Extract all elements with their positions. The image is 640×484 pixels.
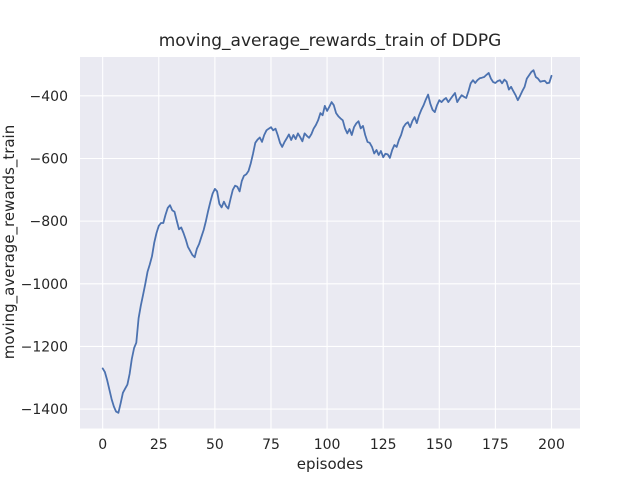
x-tick-label: 150 — [426, 437, 453, 453]
chart-title: moving_average_rewards_train of DDPG — [159, 31, 502, 51]
y-axis-label: moving_average_rewards_train — [0, 125, 19, 359]
y-tick-label: −1400 — [21, 402, 68, 418]
x-tick-label: 200 — [538, 437, 565, 453]
plot-background — [80, 57, 580, 429]
series-line — [101, 69, 553, 414]
x-tick-label: 75 — [262, 437, 280, 453]
tick-labels: 0 25 50 75 100 125 150 175 200 −1400 −1200 −1000 −80… — [21, 89, 565, 453]
x-tick-label: 50 — [206, 437, 224, 453]
plot-area — [80, 57, 580, 429]
x-tick-label: 125 — [370, 437, 397, 453]
y-tick-label: −400 — [30, 89, 68, 105]
x-tick-label: 25 — [150, 437, 168, 453]
x-tick-label: 100 — [314, 437, 341, 453]
y-tick-label: −600 — [30, 151, 68, 167]
x-axis-label: episodes — [297, 455, 364, 473]
y-tick-label: −1000 — [21, 277, 68, 293]
y-tick-label: −800 — [30, 214, 68, 230]
y-tick-label: −1200 — [21, 339, 68, 355]
x-tick-label: 0 — [98, 437, 107, 453]
x-tick-label: 175 — [482, 437, 509, 453]
